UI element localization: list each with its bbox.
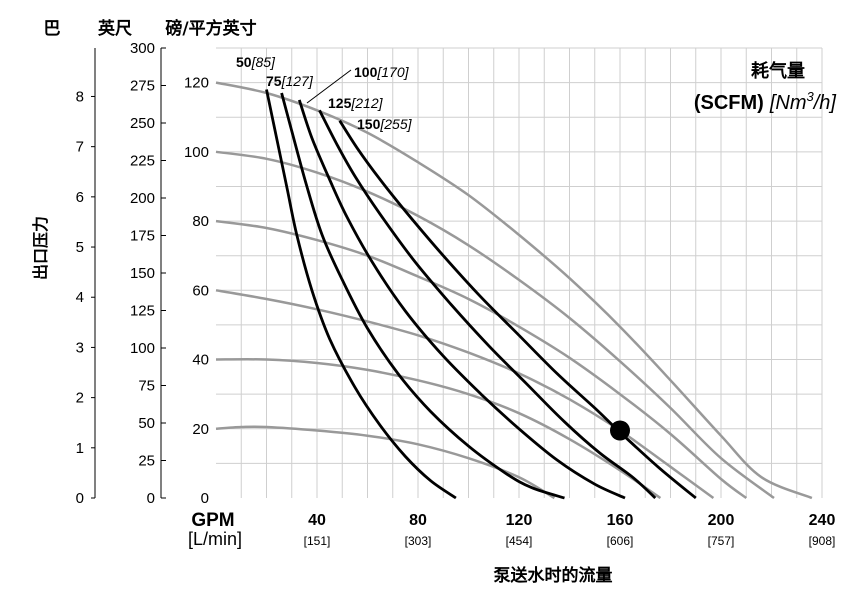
- air-label-125: 125[212]: [328, 95, 384, 111]
- feet-tick-label: 200: [130, 190, 155, 207]
- air-label-value: 50: [236, 54, 252, 70]
- x-tick-label-gpm: 40: [308, 512, 326, 529]
- feet-tick-label: 50: [138, 415, 155, 432]
- legend-unit-suffix: /h]: [812, 92, 837, 114]
- psi-tick-label: 120: [184, 75, 209, 92]
- pressure-curve-100: [215, 150, 775, 500]
- bar-tick-label: 1: [76, 440, 84, 457]
- air-curve-50: [265, 89, 457, 500]
- bar-tick-label: 5: [76, 239, 84, 256]
- psi-unit-label: 磅/平方英寸: [165, 18, 256, 39]
- air-label-value: 75: [266, 73, 282, 89]
- bar-tick-label: 3: [76, 339, 84, 356]
- legend-unit-scfm: (SCFM): [694, 92, 764, 114]
- x-tick-label-lmin: [151]: [304, 534, 331, 548]
- air-curve-100: [297, 99, 626, 500]
- x-tick-label-gpm: 120: [506, 512, 533, 529]
- feet-tick-label: 300: [130, 40, 155, 57]
- air-label-value: 150: [357, 116, 381, 132]
- pressure-curve-40: [215, 358, 662, 500]
- air-label-150: 150[255]: [357, 116, 413, 132]
- feet-tick-label: 225: [130, 153, 155, 170]
- y-axis-title: 出口压力: [31, 216, 50, 280]
- bar-tick-label: 7: [76, 139, 84, 156]
- feet-tick-label: 125: [130, 302, 155, 319]
- operating-point: [610, 420, 630, 441]
- feet-tick-label: 0: [147, 490, 155, 507]
- air-label-value: 100: [354, 64, 378, 80]
- air-label-metric: [170]: [376, 64, 409, 80]
- x-axis-title: 泵送水时的流量: [494, 565, 613, 586]
- x-tick-label-lmin: [908]: [809, 534, 836, 548]
- feet-unit-label: 英尺: [98, 18, 132, 39]
- air-curve-125: [318, 109, 657, 500]
- legend-unit-superscript: 3: [807, 89, 815, 104]
- pressure-curve-20: [215, 425, 556, 500]
- operating-point-marker: [610, 420, 630, 441]
- bar-tick-label: 0: [76, 490, 84, 507]
- x-tick-label-gpm: 240: [809, 512, 836, 529]
- x-tick-label-lmin: [606]: [607, 534, 634, 548]
- air-curves: [265, 89, 697, 500]
- feet-tick-label: 175: [130, 228, 155, 245]
- air-label-metric: [85]: [251, 54, 276, 70]
- psi-tick-label: 100: [184, 144, 209, 161]
- lmin-unit-label: [L/min]: [188, 529, 242, 549]
- x-axis: 40 [151] 80 [303] 120 [454] 160 [606] 200 [757] 24…: [304, 512, 836, 548]
- pressure-curves: [215, 81, 813, 500]
- y-axes: 0204060801001200255075100125150175200225…: [76, 40, 209, 507]
- x-tick-label-gpm: 160: [607, 512, 634, 529]
- air-label-metric: [255]: [379, 116, 412, 132]
- feet-tick-label: 25: [138, 453, 155, 470]
- air-labels: 50[85]75[127]100[170]125[212]150[255]: [236, 54, 413, 132]
- air-label-leader: [306, 69, 352, 104]
- psi-tick-label: 40: [192, 352, 209, 369]
- pressure-curve-60: [215, 289, 715, 500]
- bar-unit-label: 巴: [44, 19, 61, 39]
- air-label-value: 125: [328, 95, 352, 111]
- feet-tick-label: 100: [130, 340, 155, 357]
- psi-tick-label: 0: [201, 490, 209, 507]
- psi-tick-label: 60: [192, 282, 209, 299]
- legend-units: (SCFM) [Nm3/h]: [694, 89, 837, 114]
- psi-tick-label: 20: [192, 421, 209, 438]
- bar-tick-label: 6: [76, 189, 84, 206]
- x-tick-label-lmin: [757]: [708, 534, 735, 548]
- feet-tick-label: 75: [138, 378, 155, 395]
- x-tick-label-gpm: 80: [409, 512, 427, 529]
- gpm-unit-label: GPM: [191, 510, 234, 531]
- feet-tick-label: 275: [130, 77, 155, 94]
- x-tick-label-lmin: [303]: [405, 534, 432, 548]
- x-tick-label-gpm: 200: [708, 512, 735, 529]
- feet-tick-label: 150: [130, 265, 155, 282]
- psi-tick-label: 80: [192, 213, 209, 230]
- x-tick-label-lmin: [454]: [506, 534, 533, 548]
- feet-tick-label: 250: [130, 115, 155, 132]
- legend-unit-metric: [Nm: [769, 92, 807, 114]
- bar-tick-label: 4: [76, 289, 84, 306]
- bar-tick-label: 2: [76, 390, 84, 407]
- air-label-75: 75[127]: [266, 73, 314, 89]
- pressure-curve-120: [215, 81, 813, 500]
- air-curve-75: [280, 92, 565, 500]
- air-label-100: 100[170]: [354, 64, 410, 80]
- legend-title: 耗气量: [751, 60, 805, 82]
- air-label-50: 50[85]: [236, 54, 276, 70]
- plot-grid: [216, 47, 823, 498]
- air-label-metric: [212]: [350, 95, 383, 111]
- bar-tick-label: 8: [76, 88, 84, 105]
- air-label-metric: [127]: [281, 73, 314, 89]
